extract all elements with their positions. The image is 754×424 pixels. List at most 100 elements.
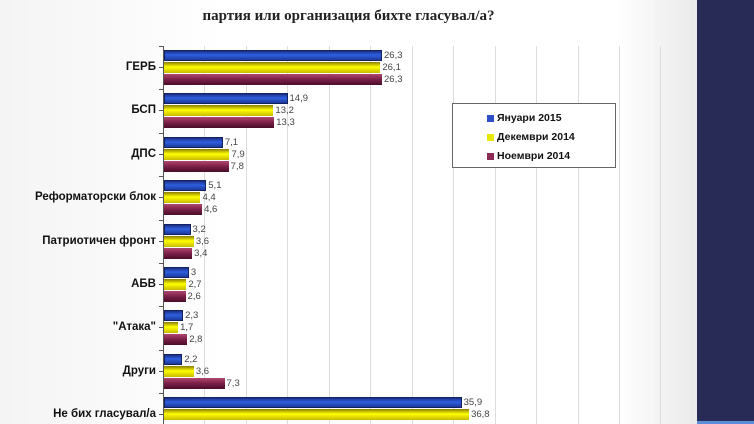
plot-area [163, 46, 663, 424]
axis-tick [159, 240, 163, 242]
data-label: 2,3 [185, 310, 199, 322]
gridline [494, 46, 496, 424]
bar-november-2014 [164, 334, 188, 346]
gridline [245, 46, 247, 424]
legend-label: Декември 2014 [497, 131, 575, 143]
legend-swatch-icon [487, 153, 494, 160]
bar-november-2014 [164, 247, 193, 259]
bar-january-2015 [164, 136, 223, 148]
data-label: 7,9 [231, 148, 245, 160]
data-label: 26,1 [382, 62, 401, 73]
axis-tick [159, 46, 163, 47]
bar-november-2014 [164, 291, 186, 302]
axis-tick [159, 153, 163, 155]
bar-january-2015 [164, 50, 383, 61]
data-label: 35,9 [463, 397, 483, 409]
data-label: 3,4 [194, 247, 208, 259]
bar-january-2015 [164, 93, 288, 105]
axis-tick [159, 370, 163, 372]
data-label: 7,3 [226, 377, 240, 389]
gridline [660, 46, 662, 424]
category-label: "Атака" [112, 321, 156, 334]
data-label: 7,1 [224, 136, 239, 148]
bar-december-2014 [164, 409, 470, 421]
gridline [536, 46, 538, 424]
data-label: 4,4 [202, 192, 216, 204]
side-panel-accent-strip [697, 421, 754, 424]
bar-november-2014 [164, 204, 203, 216]
data-label: 1,7 [180, 322, 194, 334]
data-label: 3,6 [195, 365, 210, 377]
data-label: 4,6 [204, 204, 218, 216]
category-label: БСП [131, 104, 156, 117]
bar-january-2015 [164, 310, 184, 322]
gridline [204, 46, 206, 424]
bar-december-2014 [164, 62, 381, 73]
data-label: 3,2 [192, 223, 206, 235]
axis-tick [159, 414, 163, 416]
axis-tick [159, 306, 163, 308]
category-label: Реформаторски блок [34, 191, 156, 204]
chart-title-line-2: партия или организация бихте гласувал/а? [202, 8, 495, 24]
gridline [618, 46, 620, 424]
data-label: 36,8 [471, 409, 490, 421]
category-label: АБВ [131, 278, 156, 290]
data-label: 2,6 [187, 291, 201, 302]
bar-november-2014 [164, 74, 383, 85]
axis-tick [159, 110, 163, 112]
bar-january-2015 [164, 353, 183, 365]
category-label: Патриотичен фронт [42, 234, 156, 247]
bar-december-2014 [164, 365, 194, 377]
category-label: ДПС [131, 147, 156, 160]
axis-tick [159, 219, 163, 221]
axis-tick [159, 349, 163, 351]
legend-label: Януари 2015 [497, 112, 562, 124]
bar-january-2015 [164, 180, 207, 192]
gridline [411, 46, 413, 424]
gridline [287, 46, 289, 424]
gridline [577, 46, 579, 424]
gridline [453, 46, 455, 424]
chart-legend: Януари 2015 Декември 2014 Ноември 2014 [452, 103, 616, 168]
axis-tick [159, 89, 163, 91]
data-label: 14,9 [289, 93, 309, 105]
data-label: 26,3 [384, 50, 403, 61]
gridline [328, 46, 330, 424]
bar-november-2014 [164, 377, 225, 389]
data-label: 3 [190, 267, 197, 278]
legend-label: Ноември 2014 [497, 150, 571, 162]
chart-title: За коя партия или организация бихте глас… [0, 0, 697, 26]
bar-november-2014 [164, 160, 229, 172]
data-label: 13,2 [275, 105, 294, 117]
bar-december-2014 [164, 279, 187, 290]
bar-december-2014 [164, 105, 274, 117]
data-label: 7,8 [230, 160, 244, 172]
axis-tick [159, 197, 163, 199]
gridline [370, 46, 372, 424]
slide-side-panel [697, 0, 754, 424]
axis-tick [159, 327, 163, 329]
category-label: Не бих гласувал/а [53, 408, 156, 421]
data-label: 26,3 [384, 74, 403, 85]
axis-tick [159, 263, 163, 264]
category-axis [163, 46, 164, 424]
bar-january-2015 [164, 397, 462, 409]
data-label: 5,1 [208, 180, 222, 192]
bar-december-2014 [164, 322, 179, 334]
category-label: Други [122, 364, 156, 377]
legend-item-november-2014: Ноември 2014 [487, 150, 571, 162]
data-label: 2,2 [184, 353, 198, 365]
legend-item-december-2014: Декември 2014 [487, 131, 575, 143]
axis-tick [159, 132, 163, 134]
bar-december-2014 [164, 235, 194, 247]
legend-item-january-2015: Януари 2015 [487, 112, 562, 124]
data-label: 3,6 [195, 235, 210, 247]
category-label: ГЕРБ [125, 61, 156, 73]
axis-tick [159, 176, 163, 178]
legend-swatch-icon [487, 134, 494, 141]
axis-tick [159, 284, 163, 285]
bar-december-2014 [164, 192, 201, 204]
bar-december-2014 [164, 148, 230, 160]
bar-january-2015 [164, 267, 189, 278]
bar-november-2014 [164, 117, 275, 129]
